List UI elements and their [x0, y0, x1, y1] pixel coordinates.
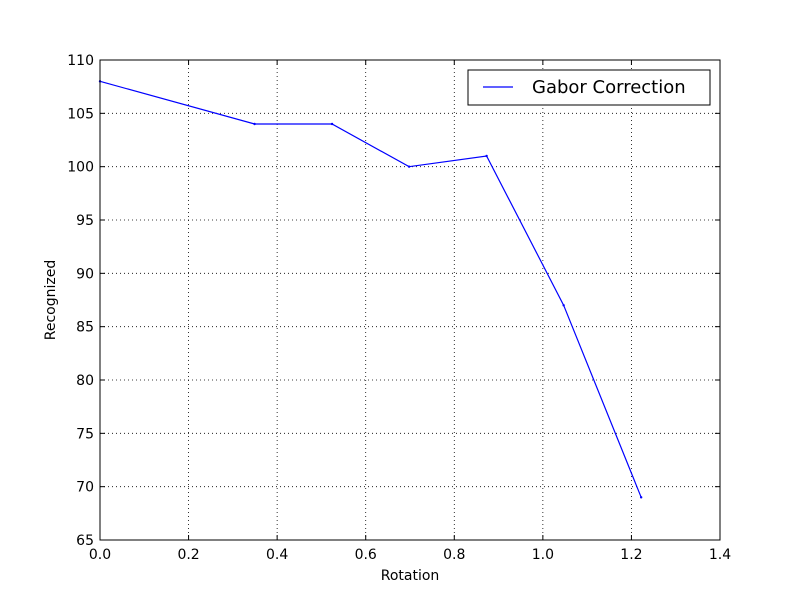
x-tick-label: 0.6	[355, 547, 377, 563]
x-tick-label: 1.0	[532, 547, 554, 563]
x-tick-label: 0.0	[89, 547, 111, 563]
y-tick-label: 100	[67, 160, 94, 176]
y-tick-label: 70	[76, 480, 94, 496]
data-point	[253, 122, 256, 126]
y-tick-label: 110	[67, 53, 94, 69]
data-point	[407, 165, 411, 168]
x-tick-label: 0.8	[443, 547, 465, 563]
x-tick-label: 0.2	[177, 547, 199, 563]
x-axis-label: Rotation	[381, 568, 440, 584]
grid	[100, 60, 720, 540]
legend-label: Gabor Correction	[532, 77, 686, 98]
data-point	[485, 154, 488, 158]
y-axis: 65 70 75 80 85 90 95 100 105 110	[67, 53, 720, 549]
data-point	[639, 496, 643, 499]
x-axis: 0.0 0.2 0.4 0.6 0.8 1.0 1.2 1.4	[89, 60, 731, 563]
y-tick-label: 65	[76, 533, 94, 549]
x-tick-label: 1.4	[709, 547, 731, 563]
series-line	[99, 80, 642, 498]
y-tick-label: 95	[76, 213, 94, 229]
series-layer	[98, 80, 643, 499]
data-point	[562, 304, 565, 307]
data-point	[330, 122, 334, 126]
x-tick-label: 1.2	[620, 547, 642, 563]
y-tick-label: 90	[76, 266, 94, 282]
y-tick-label: 80	[76, 373, 94, 389]
x-tick-label: 0.4	[266, 547, 288, 563]
y-axis-label: Recognized	[43, 260, 59, 340]
y-tick-label: 85	[76, 320, 94, 336]
y-tick-label: 75	[76, 426, 94, 442]
y-tick-label: 105	[67, 106, 94, 122]
plot-frame	[99, 59, 721, 541]
legend: Gabor Correction	[467, 69, 711, 106]
